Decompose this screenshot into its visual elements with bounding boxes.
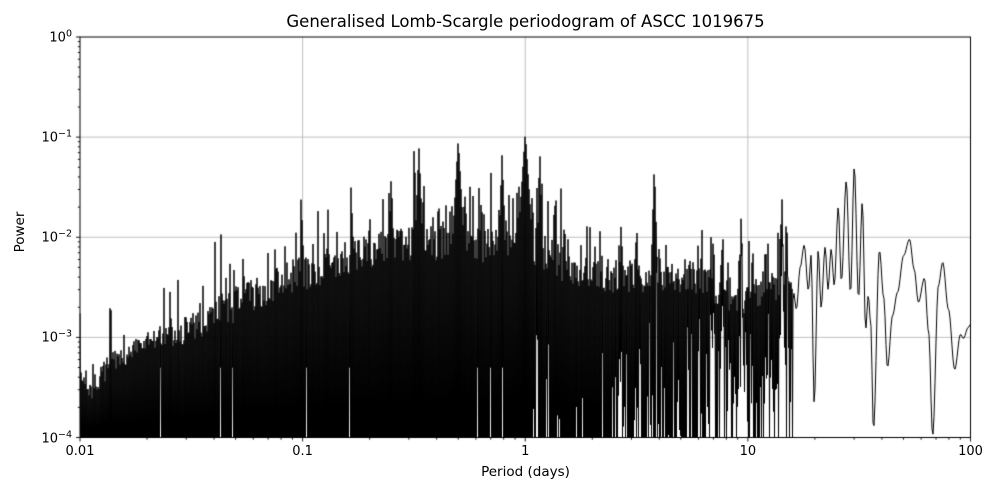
x-tick-label: 1 — [521, 444, 530, 459]
chart-title: Generalised Lomb-Scargle periodogram of … — [286, 12, 765, 31]
x-tick-label: 0.1 — [292, 444, 313, 459]
x-axis-label: Period (days) — [481, 464, 570, 480]
y-tick-label: 10−1 — [41, 128, 72, 146]
x-tick-label: 10 — [739, 444, 757, 459]
y-tick-label: 100 — [49, 28, 72, 46]
y-tick-label: 10−2 — [41, 228, 72, 246]
x-tick-label: 0.01 — [65, 444, 95, 459]
x-tick-label: 100 — [958, 444, 983, 459]
y-tick-label: 10−4 — [41, 428, 72, 447]
y-axis-label: Power — [12, 211, 28, 253]
y-tick-label: 10−3 — [41, 328, 72, 347]
